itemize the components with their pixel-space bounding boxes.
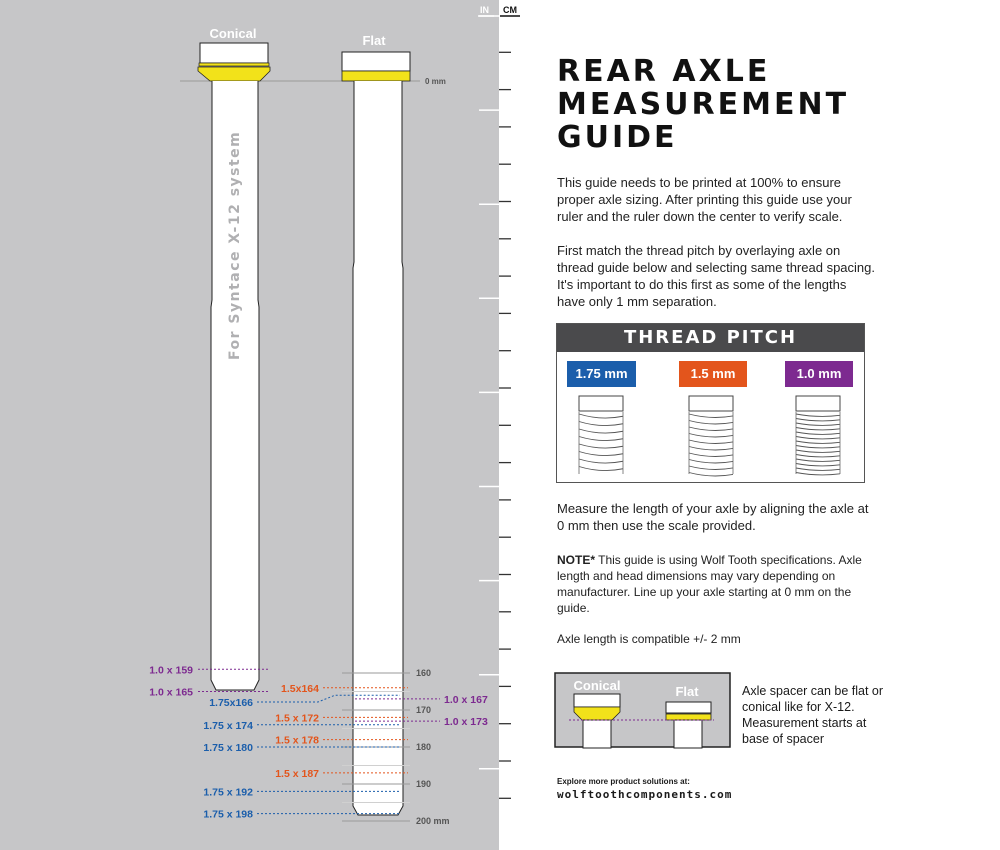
thread-line xyxy=(578,428,624,434)
thread-line xyxy=(688,413,734,418)
thread-line xyxy=(578,443,624,449)
thread-line xyxy=(795,436,841,440)
axle-length-label: 1.75 x 198 xyxy=(203,809,253,821)
explore-text: Explore more product solutions at: xyxy=(557,777,690,786)
thread-line xyxy=(795,458,841,462)
thread-line xyxy=(578,421,624,426)
scale-label: 180 xyxy=(416,742,431,752)
thread-line xyxy=(688,446,734,451)
thread-line xyxy=(578,413,624,419)
thread-line xyxy=(795,422,841,426)
axle-length-marks: 1.0 x 159 1.0 x 165 1.5x164 1.75x166 1.0 x 1… xyxy=(149,664,488,820)
note-text: NOTE* This guide is using Wolf Tooth spe… xyxy=(557,552,877,616)
thread-line xyxy=(688,465,734,470)
thread-line xyxy=(795,427,841,431)
scale-label: 160 xyxy=(416,668,431,678)
title-line: GUIDE xyxy=(557,120,678,155)
thread-icon xyxy=(578,395,624,474)
thread-line xyxy=(688,439,734,444)
ruler xyxy=(479,15,511,799)
scale-label: 200 mm xyxy=(416,816,450,826)
conical-axle: Conical For Syntace X-12 system xyxy=(197,26,271,691)
website-link[interactable]: wolftoothcomponents.com xyxy=(557,788,733,801)
thread-pitch-title: THREAD PITCH xyxy=(557,324,864,352)
axle-length-label: 1.75x166 xyxy=(209,697,253,709)
flat-label: Flat xyxy=(362,33,386,48)
measure-text: Measure the length of your axle by align… xyxy=(557,501,869,533)
page-title: REAR AXLE MEASUREMENT GUIDE xyxy=(557,55,849,154)
note-label: NOTE* xyxy=(557,553,596,567)
thread-line xyxy=(795,418,841,422)
thread-line xyxy=(688,452,734,457)
flat-axle: Flat xyxy=(341,33,411,816)
thread-line xyxy=(688,459,734,464)
thread-line xyxy=(688,433,734,438)
spacer-illustration: Conical Flat xyxy=(554,672,731,749)
axle-length-label: 1.75 x 192 xyxy=(203,786,253,798)
thread-line xyxy=(688,472,734,477)
axle-length-label: 1.0 x 159 xyxy=(149,664,193,676)
scale-label: 190 xyxy=(416,779,431,789)
thread-head xyxy=(795,395,841,412)
thread-icon xyxy=(795,395,841,476)
axle-length-label: 1.5 x 178 xyxy=(275,735,319,747)
axle-length-label: 1.75 x 180 xyxy=(203,742,253,754)
thread-line xyxy=(795,463,841,467)
thread-illustrations xyxy=(578,395,841,477)
axle-length-label: 1.0 x 173 xyxy=(444,716,488,728)
ruler-in-label: IN xyxy=(480,5,489,15)
thread-line xyxy=(795,467,841,471)
thread-line xyxy=(795,445,841,449)
thread-line xyxy=(795,454,841,458)
thread-line xyxy=(578,458,624,464)
axle-length-label: 1.0 x 167 xyxy=(444,694,488,706)
axle-length-label: 1.75 x 174 xyxy=(203,720,253,732)
thread-head xyxy=(688,395,734,412)
note-body: This guide is using Wolf Tooth specifica… xyxy=(557,553,862,615)
thread-line xyxy=(795,413,841,417)
intro-text: This guide needs to be printed at 100% t… xyxy=(557,175,852,224)
thread-pitch-panel: THREAD PITCH 1.75 mm 1.5 mm 1.0 mm xyxy=(556,323,865,483)
thread-line xyxy=(795,440,841,444)
spacer-conical-label: Conical xyxy=(574,678,621,693)
pitch-badge-1-5: 1.5 mm xyxy=(679,361,747,387)
conical-spacer xyxy=(197,66,271,82)
zero-mm-label: 0 mm xyxy=(425,77,446,86)
thread-head xyxy=(578,395,624,412)
flat-spacer xyxy=(341,70,411,82)
pitch-badge-1-0: 1.0 mm xyxy=(785,361,853,387)
ruler-cm-label: CM xyxy=(503,5,517,15)
axle-length-label: 1.5x164 xyxy=(281,683,319,695)
axle-length-label: 1.5 x 187 xyxy=(275,768,319,780)
thread-line xyxy=(578,436,624,441)
axle-length-label: 1.0 x 165 xyxy=(149,687,193,699)
conical-label: Conical xyxy=(210,26,257,41)
match-text: First match the thread pitch by overlayi… xyxy=(557,243,875,309)
thread-line xyxy=(688,420,734,425)
thread-line xyxy=(578,451,624,456)
title-line: MEASUREMENT xyxy=(557,87,850,122)
thread-line xyxy=(795,449,841,453)
spacer-note: Axle spacer can be flat or conical like … xyxy=(742,684,884,746)
thread-line xyxy=(795,472,841,476)
syntace-vertical-text: For Syntace X-12 system xyxy=(227,131,243,360)
thread-line xyxy=(795,431,841,435)
spacer-flat-label: Flat xyxy=(675,684,699,699)
compat-text: Axle length is compatible +/- 2 mm xyxy=(557,632,741,646)
scale-label: 170 xyxy=(416,705,431,715)
pitch-badge-1-75: 1.75 mm xyxy=(567,361,636,387)
thread-line xyxy=(688,426,734,431)
thread-icon xyxy=(688,395,734,477)
thread-line xyxy=(578,466,624,471)
title-line: REAR AXLE xyxy=(557,54,771,89)
axle-length-label: 1.5 x 172 xyxy=(275,712,319,724)
